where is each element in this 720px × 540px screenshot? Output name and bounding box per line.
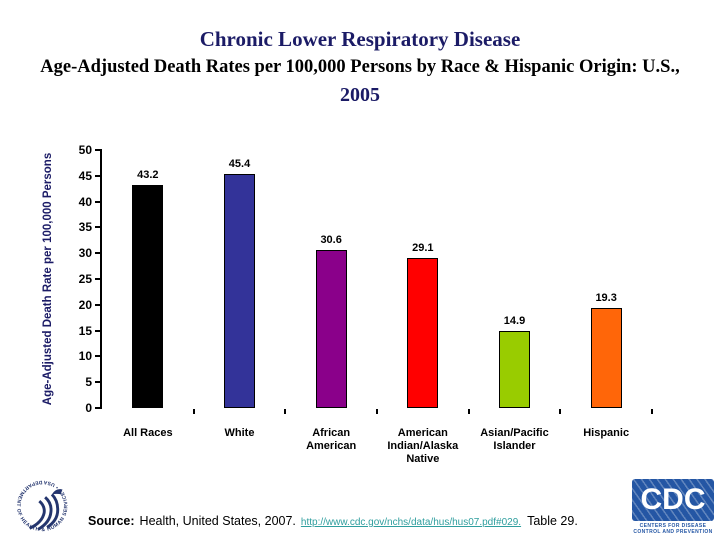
x-axis-label-line: American xyxy=(306,440,357,452)
bar-value-white: 45.4 xyxy=(228,157,251,170)
y-axis-tick xyxy=(95,200,102,203)
source-line: Source: Health, United States, 2007. http:… xyxy=(88,514,578,528)
x-axis-label-line: Native xyxy=(406,453,440,465)
y-axis-tick-label: 10 xyxy=(78,349,92,364)
y-axis-tick xyxy=(95,278,102,280)
y-axis-tick xyxy=(95,174,102,177)
bar-white xyxy=(224,173,255,408)
x-axis-tick xyxy=(467,409,470,414)
cdc-logo-icon: CDC xyxy=(632,479,714,521)
y-axis-tick xyxy=(95,149,102,151)
cdc-logo: CDC CENTERS FOR DISEASE CONTROL AND PREV… xyxy=(632,479,714,535)
y-axis-tick-label: 40 xyxy=(78,194,92,209)
source-suffix: Table 29. xyxy=(527,514,578,528)
x-axis-label-line: Asian/Pacific xyxy=(480,427,549,439)
x-axis-label-line: American xyxy=(397,427,448,439)
bar-american-indian-alaska-native xyxy=(407,257,439,408)
y-axis-tick-label: 5 xyxy=(85,375,92,390)
x-axis-label-white: White xyxy=(194,427,286,440)
y-axis-tick-label: 20 xyxy=(78,297,92,312)
x-axis-label-line: All Races xyxy=(123,427,173,439)
x-axis-tick xyxy=(284,409,287,414)
slide-title: Chronic Lower Respiratory Disease xyxy=(199,27,521,51)
source-label: Source: xyxy=(88,514,135,528)
bar-value-american-indian-alaska-native: 29.1 xyxy=(412,241,434,254)
cdc-caption-line2: CONTROL AND PREVENTION xyxy=(633,529,713,535)
y-axis-tick-label: 35 xyxy=(78,220,92,235)
y-axis-tick-label: 30 xyxy=(78,246,92,261)
y-axis-tick xyxy=(95,355,102,358)
y-axis-tick xyxy=(95,329,102,332)
x-axis-label-line: Hispanic xyxy=(583,427,630,439)
bar-value-asian-pacific-islander: 14.9 xyxy=(503,315,526,328)
bar-value-african-american: 30.6 xyxy=(320,234,342,247)
cdc-logo-caption: CENTERS FOR DISEASE CONTROL AND PREVENTI… xyxy=(632,523,714,535)
y-axis-tick xyxy=(95,407,102,409)
y-axis-tick-label: 15 xyxy=(78,323,92,338)
bar-chart: 0 5 10 15 20 25 30 35 40 45 50 43.2 All Races 45.4 Whi… xyxy=(79,143,653,465)
x-axis-label-line: Indian/Alaska xyxy=(387,440,459,452)
cdc-caption-line1: CENTERS FOR DISEASE xyxy=(639,523,707,529)
hhs-eagle-icon: DEPARTMENT OF HEALTH & HUMAN SERVICES • … xyxy=(15,479,69,534)
x-axis-label-line: African xyxy=(312,427,351,439)
source-text: Health, United States, 2007. xyxy=(139,514,296,528)
y-axis-tick xyxy=(95,226,102,229)
slide-subtitle-year: 2005 xyxy=(340,84,380,106)
bar-value-hispanic: 19.3 xyxy=(595,292,617,305)
x-axis-label-line: White xyxy=(224,427,255,439)
x-axis-label-asian-pacific-islander: Asian/Pacific Islander xyxy=(469,427,561,453)
bar-asian-pacific-islander xyxy=(499,331,530,408)
x-axis-label-african-american: African American xyxy=(285,427,377,453)
y-axis-tick xyxy=(95,303,102,306)
slide-subtitle: Age-Adjusted Death Rates per 100,000 Per… xyxy=(40,57,680,77)
x-axis-label-american-indian-alaska-native: American Indian/Alaska Native xyxy=(377,427,469,466)
x-axis-label-hispanic: Hispanic xyxy=(560,427,652,440)
x-axis-label-all-races: All Races xyxy=(102,427,194,440)
bar-hispanic xyxy=(590,308,622,408)
hhs-logo: DEPARTMENT OF HEALTH & HUMAN SERVICES • … xyxy=(10,474,88,540)
x-axis-tick xyxy=(559,409,562,414)
y-axis-tick-label: 45 xyxy=(78,168,92,183)
source-link[interactable]: http://www.cdc.gov/nchs/data/hus/hus07.p… xyxy=(300,517,522,528)
y-axis-tick-label: 50 xyxy=(78,143,92,157)
y-axis-tick-label: 25 xyxy=(78,272,92,286)
x-axis-tick xyxy=(376,409,378,414)
y-axis-tick xyxy=(95,252,102,255)
y-axis-tick-label: 0 xyxy=(85,401,92,415)
y-axis-tick xyxy=(95,381,102,384)
bar-african-american xyxy=(315,250,347,408)
x-axis-tick xyxy=(651,409,653,414)
x-axis-label-line: Islander xyxy=(493,440,536,452)
x-axis-tick xyxy=(192,409,195,414)
bar-all-races xyxy=(132,185,164,408)
bar-value-all-races: 43.2 xyxy=(137,169,159,182)
